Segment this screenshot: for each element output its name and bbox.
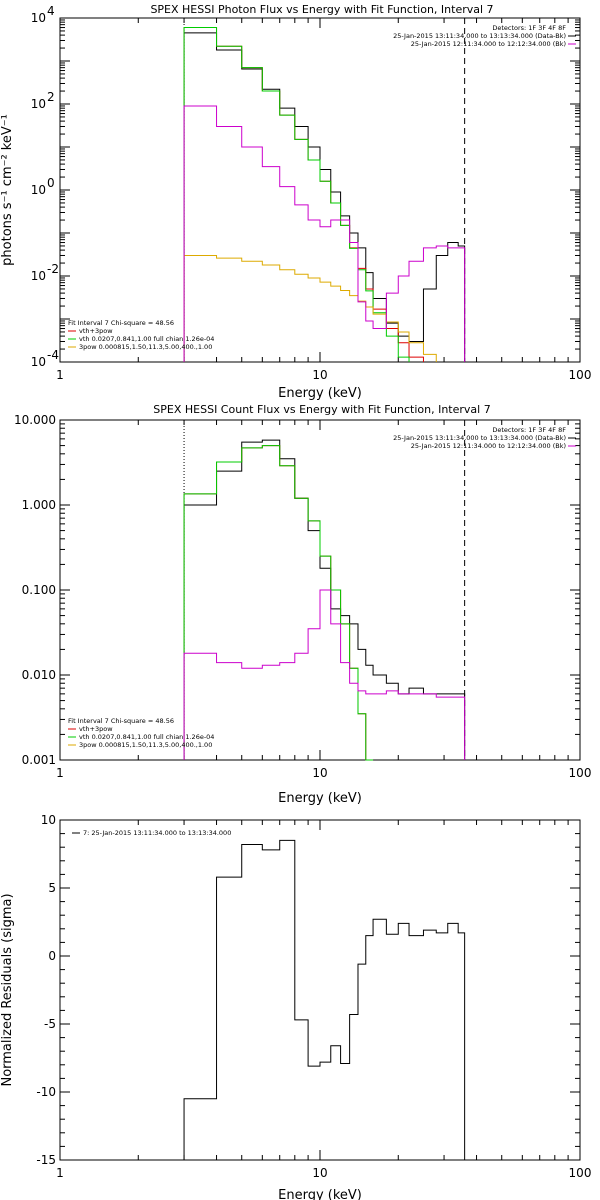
legend-header: Detectors: 1F 3F 4F 8F	[492, 426, 566, 434]
y-tick-label: 10	[41, 813, 56, 827]
axis-ticks: 1 10 100 10 5 0 -5 -10 -15	[36, 813, 591, 1180]
legend-header: Detectors: 1F 3F 4F 8F	[492, 24, 566, 32]
y-tick-label: 10	[31, 11, 46, 25]
legend-entry: 3pow 0.000815,1.50,11.3,5.00,400.,1.00	[79, 343, 212, 351]
y-tick-exponent: 0	[47, 176, 55, 190]
legend-entry: 3pow 0.000815,1.50,11.3,5.00,400.,1.00	[79, 741, 212, 749]
series-bk	[183, 105, 466, 362]
legend-entry: 25-Jan-2015 12:11:34.000 to 12:12:34.000…	[411, 40, 566, 48]
x-axis-label: Energy (keV)	[278, 386, 362, 401]
y-tick-exponent: -2	[47, 262, 59, 276]
data-series	[183, 18, 466, 362]
x-axis-label: Energy (keV)	[278, 791, 362, 806]
y-tick-label: 0	[48, 949, 56, 963]
y-tick-label: 1.000	[22, 498, 56, 512]
legend-entry: vth+3pow	[79, 725, 113, 733]
plot-frame	[59, 819, 581, 1161]
legend-header: Fit Interval 7 Chi-square = 48.56	[68, 717, 174, 725]
y-axis-label: photons s⁻¹ cm⁻² keV⁻¹	[0, 114, 15, 266]
series-7-25-jan-2015-13-11-34-000-to-13-13-34-000	[183, 839, 466, 1160]
legend-top-left: 7: 25-Jan-2015 13:11:34.000 to 13:13:34.…	[72, 829, 231, 837]
photon-flux-panel: SPEX HESSI Photon Flux vs Energy with Fi…	[0, 3, 591, 401]
x-tick-label: 1	[56, 368, 64, 382]
y-tick-label: -10	[36, 1085, 56, 1099]
y-tick-label: 10	[31, 97, 46, 111]
y-tick-label: 10	[31, 355, 46, 369]
y-tick-label: 0.010	[22, 668, 56, 682]
y-tick-exponent: 4	[47, 4, 55, 18]
y-tick-label: 0.001	[22, 753, 56, 767]
series-3pow	[183, 254, 437, 362]
x-tick-label: 100	[569, 1166, 592, 1180]
y-tick-label: 0.100	[22, 583, 56, 597]
panel-title: SPEX HESSI Count Flux vs Energy with Fit…	[153, 403, 490, 416]
y-tick-label: 10.000	[14, 413, 56, 427]
y-tick-exponent: -4	[47, 348, 59, 362]
y-tick-label: -5	[44, 1017, 56, 1031]
plot-frame	[59, 17, 581, 363]
legend-entry: vth 0.0207,0.841,1.00 full chian 1.26e-0…	[79, 733, 214, 741]
series-vth	[183, 27, 410, 362]
y-axis-label: Normalized Residuals (sigma)	[0, 893, 15, 1086]
legend-entry: 25-Jan-2015 13:11:34.000 to 13:13:34.000…	[393, 32, 566, 40]
y-tick-label: -15	[36, 1153, 56, 1167]
x-tick-label: 1	[56, 766, 64, 780]
x-tick-label: 1	[56, 1166, 64, 1180]
legend-entry: 25-Jan-2015 12:11:34.000 to 12:12:34.000…	[411, 442, 566, 450]
y-tick-label: 10	[31, 269, 46, 283]
legend-bottom-left: Fit Interval 7 Chi-square = 48.56vth+3po…	[68, 319, 214, 351]
series-vth-3pow	[183, 27, 424, 362]
panel-title: SPEX HESSI Photon Flux vs Energy with Fi…	[150, 3, 493, 16]
x-tick-label: 10	[312, 766, 327, 780]
x-tick-label: 100	[569, 368, 592, 382]
series-vth	[183, 445, 374, 761]
data-series	[183, 839, 466, 1160]
residuals-panel: Energy (keV) Normalized Residuals (sigma…	[0, 813, 591, 1200]
legend-entry: 25-Jan-2015 13:11:34.000 to 13:13:34.000…	[393, 434, 566, 442]
legend-bottom-left: Fit Interval 7 Chi-square = 48.56vth+3po…	[68, 717, 214, 749]
y-tick-exponent: 2	[47, 90, 55, 104]
series-data-bk	[183, 32, 466, 362]
legend-header: Fit Interval 7 Chi-square = 48.56	[68, 319, 174, 327]
series-data-bk	[183, 439, 466, 760]
x-tick-label: 100	[569, 766, 592, 780]
count-flux-panel: SPEX HESSI Count Flux vs Energy with Fit…	[14, 403, 591, 806]
y-tick-label: 10	[31, 183, 46, 197]
y-tick-label: 5	[48, 881, 56, 895]
data-series	[183, 420, 466, 761]
series-bk	[183, 589, 466, 760]
series-vth-3pow	[183, 445, 374, 761]
axis-ticks: 1 10 100 0.001 0.010 0.100 1.000 10.000	[14, 413, 591, 780]
legend-entry: vth+3pow	[79, 327, 113, 335]
x-tick-label: 10	[312, 1166, 327, 1180]
x-axis-label: Energy (keV)	[278, 1188, 362, 1200]
legend-entry: vth 0.0207,0.841,1.00 full chian 1.26e-0…	[79, 335, 214, 343]
x-tick-label: 10	[312, 368, 327, 382]
legend-entry: 7: 25-Jan-2015 13:11:34.000 to 13:13:34.…	[83, 829, 231, 837]
